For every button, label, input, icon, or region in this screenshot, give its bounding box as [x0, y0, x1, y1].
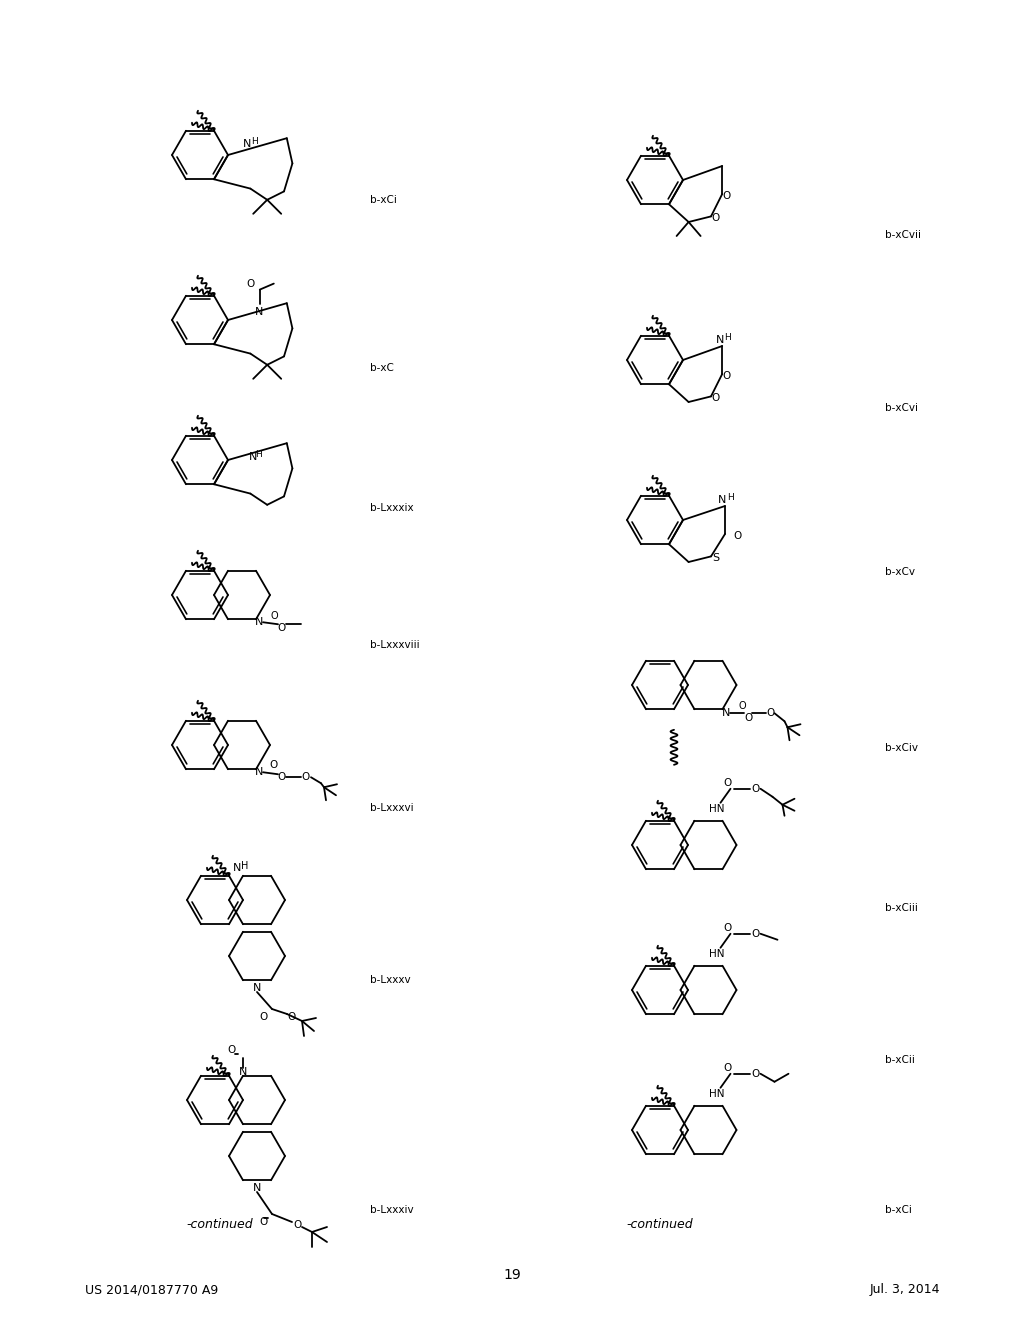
Text: O: O [722, 371, 730, 381]
Text: b-xCvii: b-xCvii [885, 230, 921, 240]
Text: H: H [255, 450, 262, 459]
Text: O: O [752, 1069, 760, 1078]
Text: b-xCii: b-xCii [885, 1055, 914, 1065]
Text: b-Lxxxv: b-Lxxxv [370, 975, 411, 985]
Text: O: O [744, 713, 753, 723]
Text: H: H [727, 494, 733, 503]
Text: O: O [260, 1012, 268, 1022]
Text: -continued: -continued [627, 1218, 693, 1232]
Text: N: N [255, 306, 263, 317]
Text: N: N [255, 618, 263, 627]
Text: O: O [738, 701, 746, 711]
Text: O: O [723, 923, 731, 933]
Text: O: O [302, 772, 310, 783]
Text: O: O [276, 623, 285, 634]
Text: N: N [232, 863, 242, 873]
Text: b-xCi: b-xCi [370, 195, 397, 205]
Text: H: H [252, 137, 258, 147]
Text: N: N [239, 1067, 247, 1077]
Text: N: N [255, 767, 263, 777]
Text: O: O [723, 1063, 731, 1073]
Text: US 2014/0187770 A9: US 2014/0187770 A9 [85, 1283, 218, 1296]
Text: b-Lxxxiv: b-Lxxxiv [370, 1205, 414, 1214]
Text: b-Lxxxviii: b-Lxxxviii [370, 640, 420, 649]
Text: N: N [253, 983, 261, 993]
Text: O: O [711, 393, 719, 404]
Text: HN: HN [709, 949, 724, 958]
Text: b-Lxxxvi: b-Lxxxvi [370, 803, 414, 813]
Text: O: O [260, 1217, 268, 1228]
Text: S: S [713, 553, 720, 564]
Text: O: O [270, 760, 279, 771]
Text: O: O [288, 1012, 296, 1022]
Text: b-xCv: b-xCv [885, 568, 915, 577]
Text: H: H [724, 334, 730, 342]
Text: b-Lxxxix: b-Lxxxix [370, 503, 414, 513]
Text: O: O [227, 1044, 236, 1055]
Text: N: N [722, 709, 731, 718]
Text: b-xCiii: b-xCiii [885, 903, 918, 913]
Text: b-xCvi: b-xCvi [885, 403, 918, 413]
Text: O: O [294, 1220, 302, 1230]
Text: HN: HN [709, 1089, 724, 1098]
Text: -continued: -continued [186, 1218, 253, 1232]
Text: b-xC: b-xC [370, 363, 394, 374]
Text: O: O [276, 772, 285, 783]
Text: O: O [722, 191, 730, 201]
Text: N: N [249, 453, 257, 462]
Text: b-xCi: b-xCi [885, 1205, 912, 1214]
Text: 19: 19 [503, 1269, 521, 1282]
Text: O: O [733, 531, 741, 541]
Text: O: O [752, 784, 760, 793]
Text: O: O [247, 279, 255, 289]
Text: O: O [270, 611, 278, 622]
Text: H: H [242, 861, 249, 871]
Text: Jul. 3, 2014: Jul. 3, 2014 [869, 1283, 940, 1296]
Text: N: N [716, 335, 724, 345]
Text: N: N [253, 1183, 261, 1193]
Text: O: O [766, 709, 774, 718]
Text: N: N [718, 495, 726, 506]
Text: HN: HN [709, 804, 724, 813]
Text: O: O [723, 777, 731, 788]
Text: O: O [711, 214, 719, 223]
Text: O: O [752, 929, 760, 939]
Text: N: N [243, 139, 251, 149]
Text: b-xCiv: b-xCiv [885, 743, 918, 752]
